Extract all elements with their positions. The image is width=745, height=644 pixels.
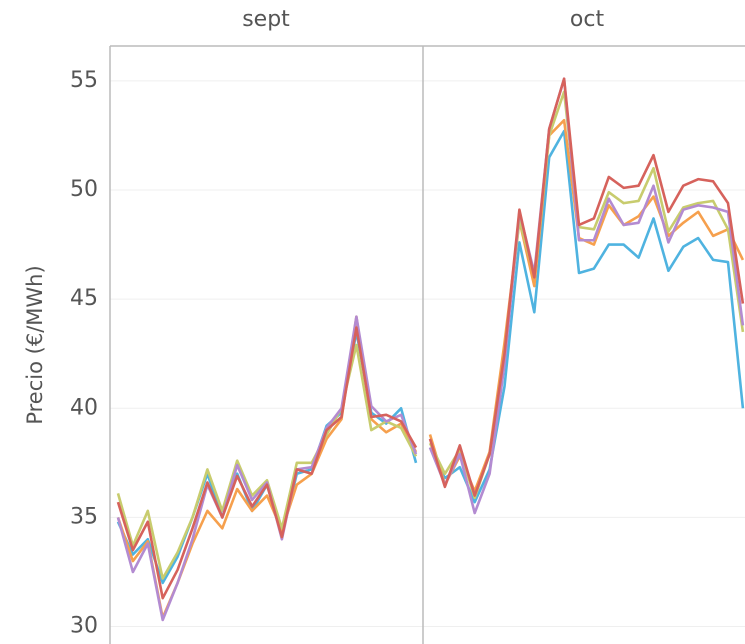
series-line bbox=[428, 118, 745, 493]
y-axis-label: Precio (€/MWh) bbox=[23, 265, 47, 424]
series-line bbox=[428, 129, 745, 504]
y-tick-label: 50 bbox=[70, 177, 98, 202]
series-line bbox=[116, 330, 418, 585]
y-tick-label: 30 bbox=[70, 614, 98, 639]
y-tick-label: 45 bbox=[70, 286, 98, 311]
series-line bbox=[428, 77, 745, 497]
facet-title: oct bbox=[570, 7, 605, 32]
facet-title: sept bbox=[242, 7, 290, 32]
series-line bbox=[116, 315, 418, 622]
y-tick-label: 40 bbox=[70, 395, 98, 420]
series-line bbox=[116, 343, 418, 580]
series-line bbox=[428, 90, 745, 500]
y-tick-label: 35 bbox=[70, 504, 98, 529]
series-line bbox=[116, 326, 418, 600]
series-line bbox=[428, 77, 745, 515]
y-tick-label: 55 bbox=[70, 68, 98, 93]
